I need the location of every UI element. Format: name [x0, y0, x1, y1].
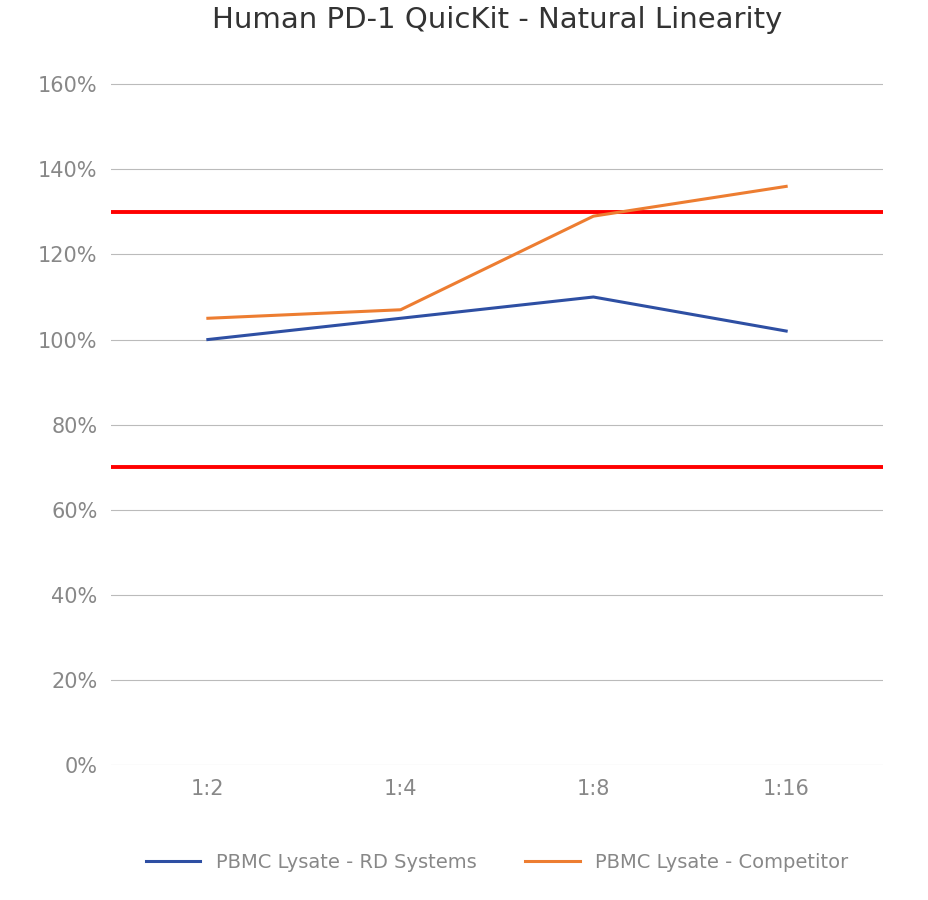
Title: Human PD-1 QuicKit - Natural Linearity: Human PD-1 QuicKit - Natural Linearity — [212, 6, 781, 34]
Legend: PBMC Lysate - RD Systems, PBMC Lysate - Competitor: PBMC Lysate - RD Systems, PBMC Lysate - … — [137, 845, 856, 879]
